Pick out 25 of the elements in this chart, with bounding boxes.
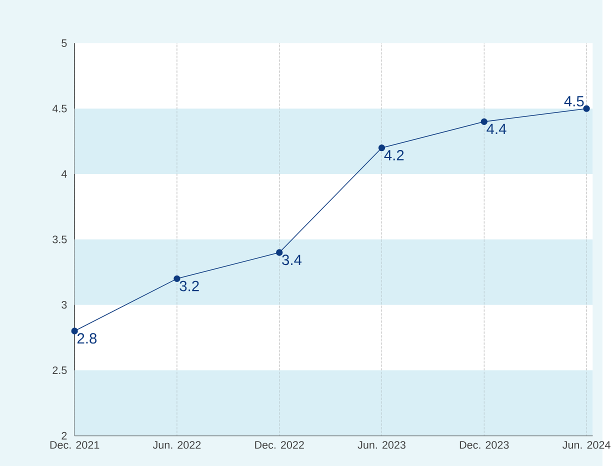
point xyxy=(583,105,590,112)
point xyxy=(174,275,180,282)
point xyxy=(276,249,283,256)
point xyxy=(71,328,78,334)
data-label: 3.2 xyxy=(180,280,199,292)
data-label: 4.5 xyxy=(564,96,584,106)
point xyxy=(378,144,386,152)
y-tick-label: 2.5 xyxy=(52,366,67,374)
x-tick-label: Jun. 2024 xyxy=(562,441,610,449)
data-label: 4.2 xyxy=(384,150,404,160)
x-tick-label: Jun. 2023 xyxy=(358,441,406,449)
y-tick-label: 3.5 xyxy=(52,236,67,244)
x-tick-label: Dec. 2022 xyxy=(255,441,304,449)
x-tick-label: Dec. 2023 xyxy=(460,441,509,449)
y-tick-label: 5 xyxy=(62,39,67,47)
y-tick-label: 2 xyxy=(62,432,67,440)
y-tick-label: 3 xyxy=(62,300,67,309)
data-label: 4.4 xyxy=(486,124,506,134)
data-label: 3.4 xyxy=(282,254,302,266)
y-tick-label: 4.5 xyxy=(52,104,67,112)
data-label: 2.8 xyxy=(77,333,97,344)
point xyxy=(480,118,488,125)
x-tick-label: Dec. 2021 xyxy=(50,441,100,449)
x-tick-label: Jun. 2022 xyxy=(152,441,201,449)
y-tick-label: 4 xyxy=(61,170,67,178)
